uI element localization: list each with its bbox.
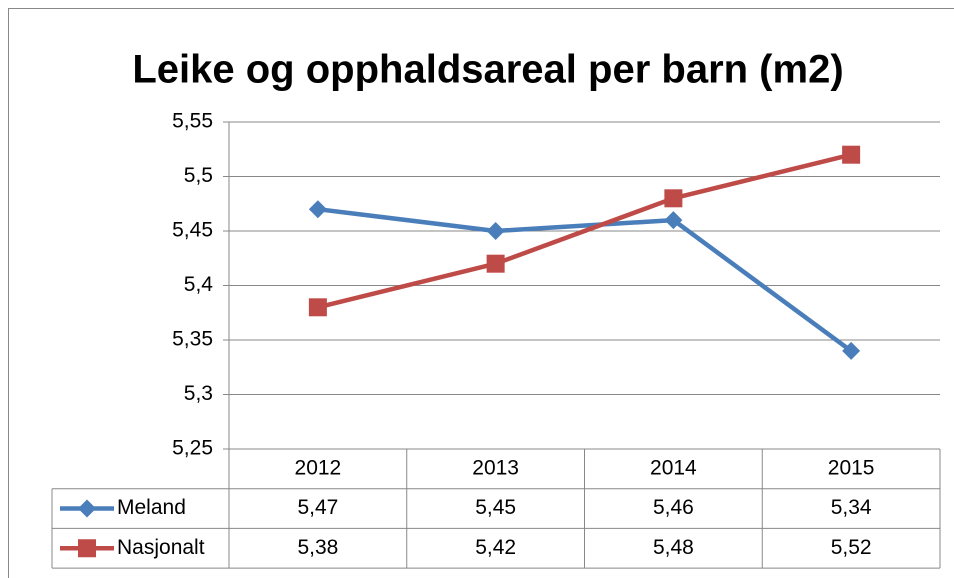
chart-title: Leike og opphaldsareal per barn (m2) <box>132 48 843 92</box>
marker <box>486 222 505 240</box>
y-tick-label: 5,35 <box>172 328 213 351</box>
marker <box>486 254 505 273</box>
series-line <box>317 152 852 310</box>
legend-label: Meland <box>117 496 186 519</box>
table-value: 5,34 <box>831 496 872 519</box>
x-tick-label: 2014 <box>650 456 697 479</box>
table-value: 5,48 <box>653 536 694 559</box>
marker <box>78 499 96 518</box>
y-tick-label: 5,45 <box>172 219 213 242</box>
table-value: 5,42 <box>475 536 516 559</box>
table-value: 5,38 <box>297 536 338 559</box>
marker <box>664 211 683 230</box>
table-value: 5,47 <box>297 496 338 519</box>
marker <box>842 341 861 360</box>
y-tick-label: 5,4 <box>184 273 214 296</box>
x-tick-label: 2015 <box>828 456 875 479</box>
marker <box>308 200 327 219</box>
x-tick-label: 2013 <box>472 456 519 479</box>
y-tick-label: 5,25 <box>172 437 213 460</box>
series-line <box>317 206 853 353</box>
chart-border <box>8 8 954 578</box>
table-value: 5,45 <box>475 496 516 519</box>
marker <box>78 539 96 558</box>
table-value: 5,52 <box>831 536 872 559</box>
marker <box>308 298 327 317</box>
table-value: 5,46 <box>653 496 694 519</box>
marker <box>664 189 683 208</box>
marker <box>842 145 861 164</box>
y-tick-label: 5,5 <box>184 164 213 187</box>
y-tick-label: 5,55 <box>172 110 213 133</box>
legend-label: Nasjonalt <box>117 536 205 559</box>
y-tick-label: 5,3 <box>184 382 213 405</box>
x-tick-label: 2012 <box>295 456 342 479</box>
